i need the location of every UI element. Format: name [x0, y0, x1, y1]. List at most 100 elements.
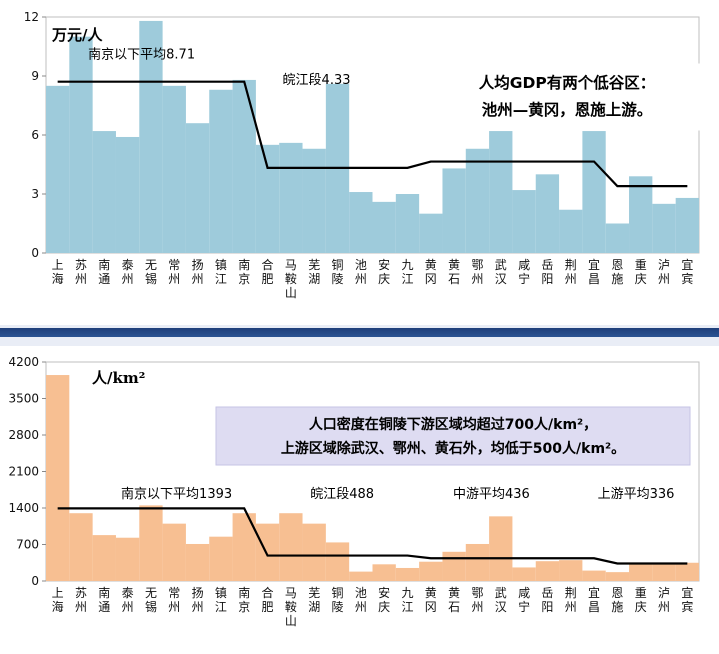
bar [442, 551, 466, 581]
annotation-label: 皖江段4.33 [283, 73, 351, 88]
callout-line: 池州—黄冈，恩施上游。 [482, 100, 653, 119]
bar [395, 194, 420, 253]
category-label: 南通 [98, 257, 110, 286]
bar [582, 131, 606, 253]
bar [349, 571, 373, 581]
category-label: 无锡 [145, 586, 157, 614]
bar [232, 513, 256, 581]
bar [629, 562, 653, 581]
category-label: 扬州 [192, 257, 204, 286]
bar [419, 561, 443, 581]
category-label: 合肥 [262, 257, 274, 286]
annotation-label: 南京以下平均8.71 [88, 46, 195, 62]
average-line [57, 507, 688, 565]
bar [675, 197, 699, 253]
y-tick-label: 0 [31, 246, 39, 260]
bar [349, 192, 373, 253]
category-label: 宜宾 [681, 257, 693, 286]
category-label: 铜陵 [332, 585, 344, 614]
bar [629, 176, 653, 253]
category-label: 安庆 [378, 257, 390, 286]
bar [489, 131, 513, 253]
category-label: 武汉 [495, 258, 507, 286]
unit-label: 人/km² [92, 369, 145, 387]
y-tick-label: 700 [16, 538, 39, 552]
bar [325, 542, 350, 581]
callout-box [215, 406, 691, 466]
bar [279, 142, 303, 253]
category-label: 南京 [238, 585, 250, 614]
bar [162, 85, 186, 253]
y-tick-label: 1400 [8, 501, 39, 515]
population-density-chart: 0 700 1400 2100 2800 3500 4200 上海 苏州 南通 泰州 无锡 常州 扬州 镇江… [0, 346, 719, 654]
bar [115, 136, 140, 253]
bar [185, 123, 210, 253]
category-label: 苏州 [75, 258, 87, 286]
annotation-label: 皖江段488 [310, 487, 374, 502]
bar [605, 223, 630, 253]
bar [209, 89, 233, 254]
category-label: 池州 [355, 586, 367, 614]
bar [465, 148, 490, 253]
y-tick-label: 2800 [8, 428, 39, 442]
category-label: 黄石 [448, 586, 460, 614]
category-label: 无锡 [145, 258, 157, 286]
category-label: 黄冈 [425, 258, 437, 286]
bar [302, 148, 326, 253]
category-label: 黄冈 [425, 586, 437, 614]
bar [675, 562, 699, 581]
category-label: 镇江 [215, 258, 227, 286]
bar [442, 168, 466, 253]
category-label: 常州 [168, 258, 180, 286]
category-label: 宜宾 [681, 585, 693, 614]
category-label: 鄂州 [471, 258, 483, 286]
category-label: 重庆 [635, 586, 647, 614]
bar [512, 190, 536, 253]
y-tick-label: 2100 [8, 465, 39, 479]
category-label: 上海 [52, 586, 64, 614]
category-label: 恩施 [611, 586, 623, 614]
gdp-per-capita-chart-svg: 036912上海苏州南通泰州无锡常州扬州镇江南京合肥马鞍山芜湖铜陵池州安庆九江黄… [24, 10, 700, 300]
category-label: 南京 [238, 257, 250, 286]
y-tick-label: 9 [31, 69, 39, 83]
panel-divider [0, 325, 719, 346]
bar [209, 536, 233, 581]
category-label: 岳阳 [541, 586, 553, 614]
bar [46, 375, 70, 581]
category-label: 岳阳 [541, 258, 553, 286]
bar [559, 560, 583, 581]
callout-line: 人均GDP有两个低谷区： [479, 73, 655, 92]
bar [279, 513, 303, 581]
category-label: 宜昌 [588, 257, 600, 286]
y-tick-label: 4200 [8, 355, 39, 369]
category-label: 宜昌 [588, 585, 600, 614]
bar [92, 535, 116, 581]
population-density-chart-svg: 0 700 1400 2100 2800 3500 4200 上海苏州南通泰州无锡常州扬州镇江… [8, 355, 700, 628]
category-label: 南通 [98, 585, 110, 614]
bar [419, 213, 443, 253]
y-tick-label: 6 [31, 128, 39, 142]
category-label: 上海 [52, 258, 64, 286]
category-label: 重庆 [635, 258, 647, 286]
bar [652, 203, 676, 253]
category-label: 泸州 [658, 258, 670, 286]
y-tick-label: 0 [31, 574, 39, 588]
callout-line: 人口密度在铜陵下游区域均超过700人/km²， [309, 416, 597, 433]
callout-line: 上游区域除武汉、鄂州、黄石外，均低于500人/km²。 [281, 440, 625, 457]
bar [465, 543, 490, 581]
category-label: 泸州 [658, 586, 670, 614]
unit-label: 万元/人 [51, 26, 103, 44]
bar [535, 561, 560, 581]
category-label: 马鞍山 [285, 258, 297, 300]
category-label: 咸宁 [518, 586, 530, 614]
bar [489, 516, 513, 581]
bar [559, 209, 583, 253]
gdp-per-capita-chart: 0 3 6 9 12 上海 苏州 南通 泰州 无锡 常州 扬州 镇江 南京 合肥 马鞍山 芜湖 铜陵 池州 安庆 九江黄… [0, 0, 719, 325]
y-tick-label: 12 [24, 10, 39, 24]
bar [139, 505, 163, 581]
bar [255, 523, 280, 581]
annotation-label: 上游平均336 [598, 487, 675, 502]
bar [46, 85, 70, 253]
category-label: 武汉 [495, 586, 507, 614]
bar [139, 20, 163, 253]
